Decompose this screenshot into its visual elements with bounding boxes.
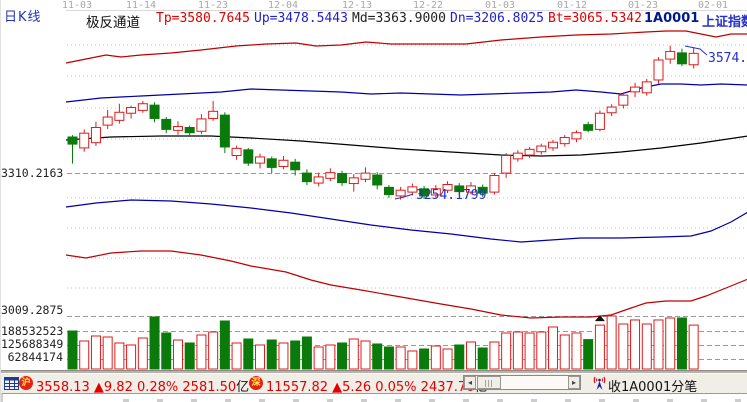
symbol-name: 上证指数 xyxy=(702,15,747,30)
indicator-param-md: Md=3363.9000 xyxy=(352,11,446,26)
cutoff-panel xyxy=(1,393,747,402)
indicator-param-dn: Dn=3206.8025 xyxy=(450,11,544,26)
date-tick: 01-12 xyxy=(556,0,588,11)
indicator-param-up: Up=3478.5443 xyxy=(254,11,348,26)
price-axis-label: 3009.2875 xyxy=(1,303,64,317)
indicator-name: 极反通道 xyxy=(86,15,140,31)
date-tick: 02-01 xyxy=(697,0,729,11)
volume-axis-label: 62844174 xyxy=(7,350,63,364)
tick-feed-status: 收1A0001分笔 xyxy=(608,380,698,395)
lowest-low-annotation: 3254.1799 xyxy=(416,188,486,203)
price-axis-label: 3310.2163 xyxy=(1,166,64,180)
scroll-right-button[interactable]: ▸ xyxy=(568,376,580,389)
shenzhen-index-quote: 11557.82 ▲5.26 0.05% 2437.76亿 xyxy=(266,376,487,395)
table-icon[interactable] xyxy=(4,377,19,390)
scroll-left-button[interactable]: ◂ xyxy=(464,376,476,389)
date-tick: 01-03 xyxy=(484,0,516,11)
date-tick: 12-04 xyxy=(267,0,299,11)
last-price-annotation: 3574.89 xyxy=(708,51,747,66)
date-tick: 11-14 xyxy=(125,0,157,11)
date-tick: 11-23 xyxy=(197,0,229,11)
status-bar: 沪 3558.13 ▲9.82 0.28% 2581.50亿 深 11557.8… xyxy=(1,373,747,395)
date-tick: 12-13 xyxy=(341,0,373,11)
date-tick: 01-23 xyxy=(627,0,659,11)
date-tick: 12-22 xyxy=(412,0,444,11)
h-scrollbar[interactable]: ◂ ▸ xyxy=(463,375,581,390)
pane-divider xyxy=(1,370,747,374)
period-label: 日K线 xyxy=(4,10,42,25)
shanghai-badge-icon: 沪 xyxy=(19,376,33,390)
shenzhen-quote-text: 11557.82 ▲5.26 0.05% 2437.76 xyxy=(266,380,475,395)
shanghai-index-quote: 3558.13 ▲9.82 0.28% 2581.50亿 xyxy=(36,376,250,395)
shanghai-quote-text: 3558.13 ▲9.82 0.28% 2581.50 xyxy=(36,380,237,395)
date-tick: 11-03 xyxy=(61,0,93,11)
antenna-icon xyxy=(593,376,606,390)
volume-axis-label: 125688349 xyxy=(1,337,64,351)
date-axis-rule xyxy=(66,10,747,11)
indicator-param-bt: Bt=3065.5342 xyxy=(548,11,642,26)
indicator-param-tp: Tp=3580.7645 xyxy=(156,11,250,26)
shanghai-quote-unit: 亿 xyxy=(236,380,250,395)
volume-axis-label: 188532523 xyxy=(1,324,64,338)
shenzhen-badge-icon: 深 xyxy=(249,376,263,390)
scroll-thumb[interactable] xyxy=(477,376,501,389)
symbol-code: 1A0001 xyxy=(644,11,700,26)
